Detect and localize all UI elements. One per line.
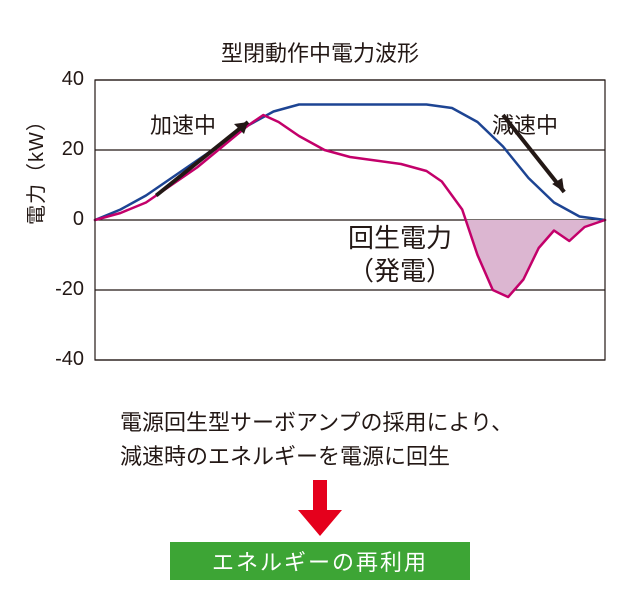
caption-line1: 電源回生型サーボアンプの採用により、 — [120, 410, 513, 435]
caption: 電源回生型サーボアンプの採用により、 減速時のエネルギーを電源に回生 — [120, 406, 513, 474]
caption-line2: 減速時のエネルギーを電源に回生 — [120, 444, 450, 469]
down-arrow-icon — [298, 480, 342, 536]
accel-label: 加速中 — [150, 108, 216, 140]
energy-reuse-badge: エネルギーの再利用 — [170, 542, 470, 580]
regen-fill-area — [466, 220, 605, 297]
regen-label-line2: （発電） — [348, 256, 452, 286]
regen-label: 回生電力 （発電） — [330, 222, 470, 287]
decel-label: 減速中 — [492, 108, 558, 140]
regen-label-line1: 回生電力 — [348, 223, 452, 253]
